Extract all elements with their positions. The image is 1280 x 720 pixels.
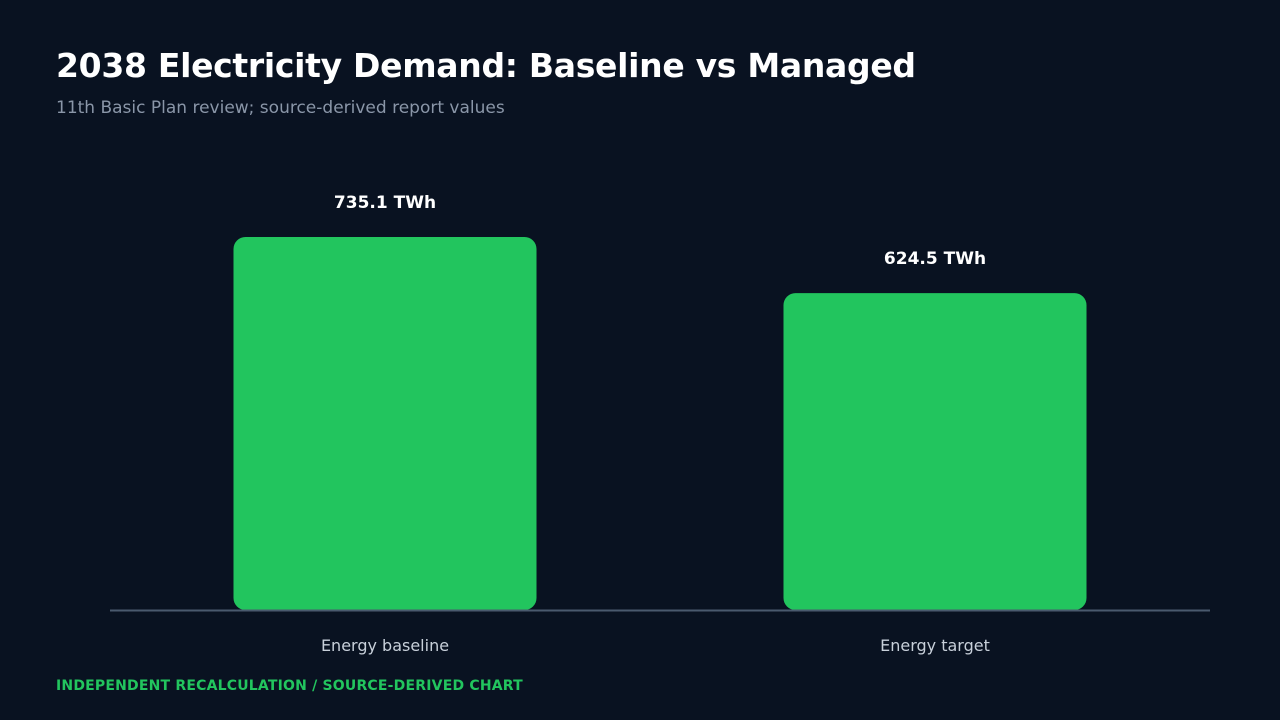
bar-value-label: 735.1 TWh <box>334 193 436 213</box>
bar-value-label: 624.5 TWh <box>884 249 986 269</box>
bar-energy-baseline <box>233 237 537 610</box>
x-tick-label: Energy target <box>880 636 990 655</box>
footer-note: INDEPENDENT RECALCULATION / SOURCE-DERIV… <box>56 678 523 694</box>
chart-title: 2038 Electricity Demand: Baseline vs Man… <box>56 46 916 85</box>
x-tick-label: Energy baseline <box>321 636 449 655</box>
bar-energy-target <box>783 293 1087 610</box>
chart-subtitle: 11th Basic Plan review; source-derived r… <box>56 98 505 118</box>
